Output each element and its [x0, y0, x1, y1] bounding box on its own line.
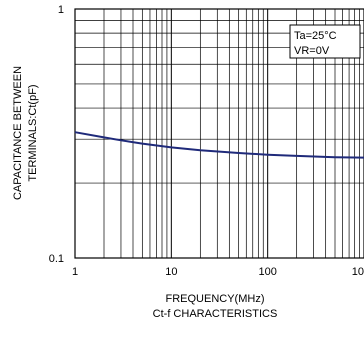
tick-labels: 1 10 100 1000 0.1 1 — [49, 4, 364, 278]
y-tick-label-0: 0.1 — [49, 253, 64, 265]
condition-box: Ta=25°C VR=0V — [289, 24, 361, 59]
x-tick-label-1: 10 — [165, 266, 177, 278]
grid — [75, 9, 364, 258]
series — [74, 131, 364, 159]
condition-ta: Ta=25°C — [294, 30, 337, 42]
y-tick-label-1: 1 — [58, 4, 64, 16]
x-tick-label-3: 1000 — [352, 266, 364, 278]
condition-vr: VR=0V — [294, 45, 330, 57]
x-axis-label: FREQUENCY(MHz) — [166, 293, 265, 305]
condition-box-frame — [289, 24, 361, 59]
x-tick-label-0: 1 — [72, 266, 78, 278]
y-axis-label-line-2: TERMINALS:Ct(pF) — [27, 84, 39, 181]
y-axis-label-line-1: CAPACITANCE BETWEEN — [12, 66, 24, 200]
x-tick-label-2: 100 — [258, 266, 276, 278]
plot-frame — [74, 8, 364, 259]
chart-subtitle: Ct-f CHARACTERISTICS — [153, 308, 278, 320]
series-line-0 — [74, 131, 364, 159]
